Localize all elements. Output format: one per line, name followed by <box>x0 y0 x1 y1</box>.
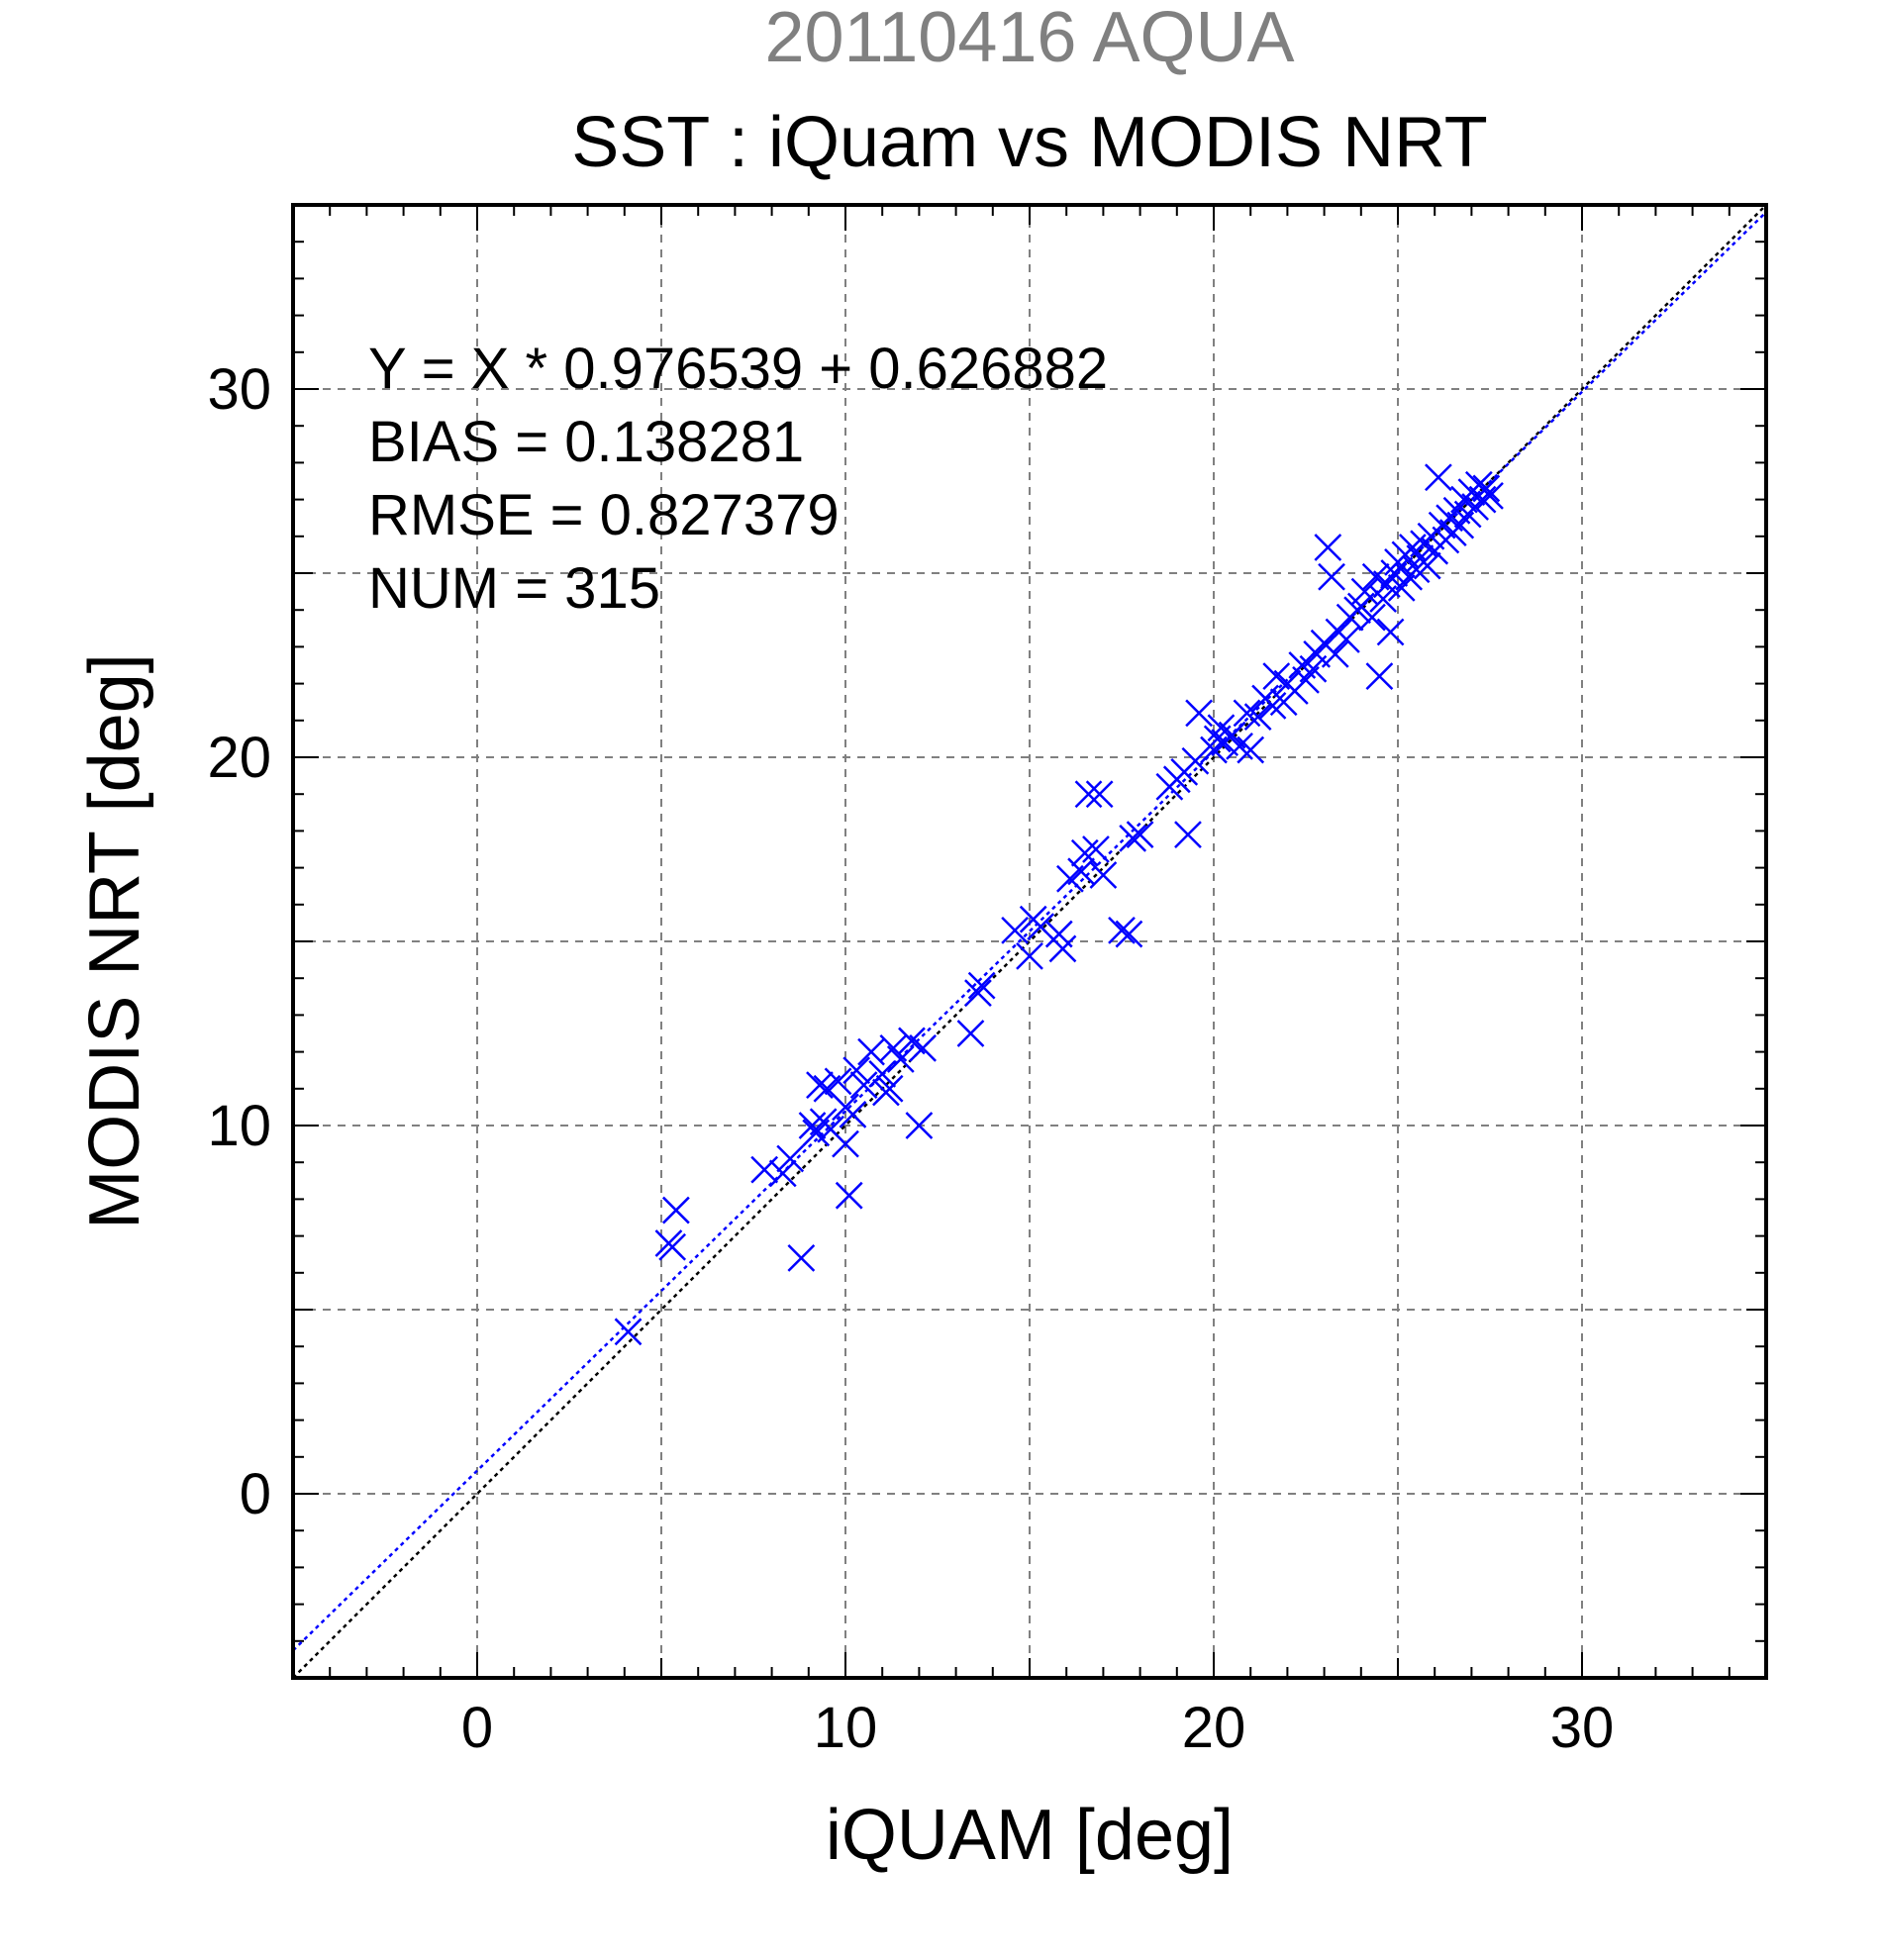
data-point <box>1376 618 1405 646</box>
bias-text: BIAS = 0.138281 <box>368 410 804 474</box>
chart-suptitle: 20110416 AQUA <box>764 0 1294 77</box>
x-tick-label: 0 <box>461 1696 493 1760</box>
data-point <box>1108 916 1136 944</box>
data-point <box>956 1020 985 1047</box>
data-point <box>1258 692 1287 720</box>
data-point <box>1425 463 1452 492</box>
y-tick-label: 10 <box>207 1094 271 1158</box>
data-point <box>1001 916 1030 944</box>
data-point <box>839 1100 867 1128</box>
data-point <box>1358 603 1386 632</box>
y-tick-label: 30 <box>207 357 271 422</box>
data-point <box>1119 824 1147 852</box>
data-point <box>1085 780 1114 809</box>
data-point <box>1074 780 1103 809</box>
data-point <box>868 1060 897 1088</box>
data-point <box>1082 835 1110 863</box>
reference-lines <box>292 204 1767 1679</box>
y-tick-label: 20 <box>207 726 271 790</box>
data-point <box>1365 662 1394 691</box>
data-point <box>1048 934 1077 963</box>
data-point <box>776 1144 805 1173</box>
data-point <box>964 979 992 1007</box>
data-point <box>1185 699 1214 728</box>
x-tick-label: 20 <box>1182 1696 1246 1760</box>
data-point <box>1237 735 1265 764</box>
data-point <box>1468 485 1497 514</box>
data-point <box>1233 699 1261 728</box>
data-point <box>661 1196 690 1225</box>
data-point <box>1226 732 1253 760</box>
plot-frame <box>291 203 1768 1680</box>
data-point <box>1089 861 1118 889</box>
grid <box>293 205 1766 1678</box>
data-point <box>806 1071 834 1099</box>
num-text: NUM = 315 <box>368 556 660 621</box>
data-point <box>832 1129 859 1158</box>
data-point <box>1243 703 1272 731</box>
data-point <box>1070 838 1099 867</box>
data-point <box>1067 857 1095 886</box>
y-tick-label: 0 <box>240 1462 271 1526</box>
data-point <box>1350 577 1379 606</box>
x-tick-label: 30 <box>1550 1696 1615 1760</box>
y-axis-label: MODIS NRT [deg] <box>75 653 154 1229</box>
fit-equation-text: Y = X * 0.976539 + 0.626882 <box>368 337 1108 401</box>
data-point <box>658 1232 687 1261</box>
data-point <box>1314 534 1342 561</box>
data-point <box>750 1155 779 1184</box>
data-point <box>1174 821 1202 849</box>
tick-labels: 0 10 20 30 0 10 20 30 <box>207 357 1614 1760</box>
chart-title: SST : iQuam vs MODIS NRT <box>571 103 1488 182</box>
data-point <box>768 1159 797 1188</box>
data-point <box>1016 941 1043 970</box>
fit-line <box>292 211 1767 1652</box>
data-point <box>967 971 996 1000</box>
data-point <box>798 1112 827 1139</box>
rmse-text: RMSE = 0.827379 <box>368 483 840 547</box>
data-point <box>1321 639 1349 668</box>
data-point <box>849 1071 878 1099</box>
data-point <box>1318 562 1345 591</box>
data-point <box>905 1112 934 1139</box>
data-point <box>842 1056 871 1085</box>
data-point <box>1333 626 1360 653</box>
data-point <box>1476 481 1504 510</box>
data-point <box>1472 474 1501 503</box>
data-point <box>909 1033 938 1062</box>
x-axis-label: iQUAM [deg] <box>826 1796 1234 1875</box>
data-point <box>824 1067 852 1096</box>
data-point <box>857 1037 885 1066</box>
data-point <box>1413 551 1441 580</box>
scatter-points <box>614 463 1504 1346</box>
x-tick-label: 10 <box>814 1696 878 1760</box>
data-point <box>1181 746 1210 775</box>
data-point <box>1126 821 1154 849</box>
data-point <box>1027 913 1055 941</box>
data-point <box>875 1074 904 1103</box>
data-point <box>787 1244 816 1272</box>
data-point <box>886 1045 915 1073</box>
data-point <box>835 1181 863 1210</box>
data-point <box>1115 920 1143 948</box>
identity-line <box>292 204 1767 1679</box>
stats-annotation: Y = X * 0.976539 + 0.626882 BIAS = 0.138… <box>368 337 1108 621</box>
data-point <box>614 1318 643 1346</box>
